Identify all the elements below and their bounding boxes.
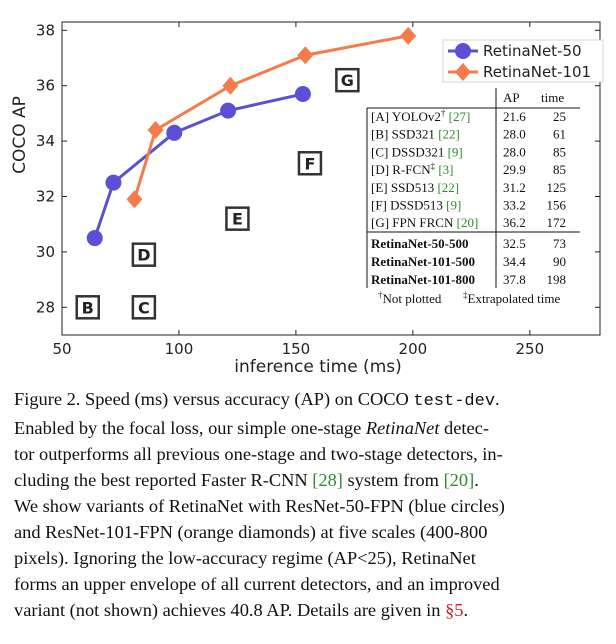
table-row-time: 125 — [547, 180, 567, 195]
table-background — [364, 88, 582, 310]
table-row-time: 61 — [553, 127, 566, 142]
table-row-method: [E] SSD513 [22] — [371, 180, 459, 195]
method-box-label-f: F — [304, 154, 315, 173]
y-tick-label: 28 — [36, 298, 55, 316]
method-box-label-e: E — [232, 210, 243, 229]
method-box-f — [297, 151, 323, 176]
data-point — [166, 124, 183, 141]
caption-line: Enabled by the focal loss, our simple on… — [14, 418, 489, 438]
method-box-g — [335, 67, 360, 93]
x-tick-label: 100 — [165, 340, 194, 358]
caption-line: We show variants of RetinaNet with ResNe… — [14, 496, 505, 516]
table-header-ap: AP — [503, 90, 520, 105]
data-point — [294, 86, 311, 103]
table-row-method: [C] DSSD321 [9] — [371, 144, 463, 159]
tick-labels: 50 100 150 200 250 28 30 32 34 36 38 — [36, 21, 600, 358]
y-tick-label: 32 — [36, 188, 55, 206]
data-point — [126, 190, 143, 209]
x-tick-label: 150 — [282, 340, 311, 358]
table-row-method: RetinaNet-101-500 — [371, 254, 475, 269]
citation-link[interactable]: [28] — [312, 470, 343, 490]
table-header-time: time — [541, 90, 564, 105]
y-tick-label: 34 — [36, 132, 55, 150]
table-footnotes: †Not plotted ‡Extrapolated time — [378, 290, 561, 306]
series-line-0 — [93, 92, 304, 239]
table-row-ap: 36.2 — [503, 215, 526, 230]
data-point — [105, 174, 122, 191]
method-box-label-g: G — [341, 71, 354, 90]
y-tick-label: 30 — [36, 243, 55, 261]
data-point — [86, 230, 103, 247]
figure-caption: Figure 2. Speed (ms) versus accuracy (AP… — [14, 386, 608, 623]
legend-marker-retinanet-50 — [455, 43, 471, 59]
x-axis-label: inference time (ms) — [234, 357, 402, 377]
method-boxes: B C D E F G — [75, 67, 360, 320]
caption-line: and ResNet-101-FPN (orange diamonds) at … — [14, 522, 488, 542]
results-table: AP time [A] YOLOv2† [27] 21.6 25 [B] SSD321… — [364, 88, 582, 310]
legend: RetinaNet-50 RetinaNet-101 — [442, 39, 604, 83]
table-row-ap: 37.8 — [503, 272, 526, 287]
caption-line: forms an upper envelope of all current d… — [14, 574, 500, 594]
table-row-time: 156 — [547, 198, 567, 213]
table-row-time: 172 — [547, 215, 567, 230]
legend-marker-retinanet-101 — [455, 63, 471, 81]
data-point — [220, 102, 237, 119]
table-row-time: 85 — [553, 144, 566, 159]
method-box-c — [131, 295, 157, 320]
table-row-method: [G] FPN FRCN [20] — [371, 215, 478, 230]
method-box-label-b: B — [82, 298, 94, 317]
table-row-ap: 34.4 — [503, 254, 526, 269]
table-row-time: 73 — [553, 236, 566, 251]
table-row-method: [A] YOLOv2† [27] — [371, 108, 470, 124]
caption-line: cluding the best reported Faster R-CNN [… — [14, 470, 479, 490]
method-box-e — [225, 206, 250, 231]
caption-line: pixels). Ignoring the low-accuracy regim… — [14, 548, 476, 568]
table-row-ap: 32.5 — [503, 236, 526, 251]
table-row-time: 25 — [553, 109, 566, 124]
y-tick-label: 36 — [36, 77, 55, 95]
footnote-not-plotted: †Not plotted — [378, 290, 442, 306]
data-point — [222, 76, 239, 95]
table-row-ap: 21.6 — [503, 109, 526, 124]
table-row-ap: 33.2 — [503, 198, 526, 213]
section-link[interactable]: §5 — [445, 600, 464, 620]
caption-line: tor outperforms all previous one-stage a… — [14, 444, 503, 464]
table-row-method: [B] SSD321 [22] — [371, 127, 460, 142]
caption-line: Figure 2. Speed (ms) versus accuracy (AP… — [14, 389, 500, 411]
method-box-label-d: D — [137, 246, 150, 265]
caption-line: variant (not shown) achieves 40.8 AP. De… — [14, 600, 469, 620]
chart-axes — [61, 21, 601, 336]
method-box-b — [75, 295, 100, 320]
table-row-time: 198 — [547, 272, 567, 287]
method-box-d — [131, 242, 157, 267]
data-point — [147, 121, 164, 140]
data-point — [400, 26, 417, 45]
table-row-ap: 31.2 — [503, 180, 526, 195]
data-point — [297, 46, 314, 65]
table-row-time: 90 — [553, 254, 566, 269]
citation-link[interactable]: [20] — [443, 470, 475, 490]
table-row-ap: 28.0 — [503, 127, 526, 142]
speed-accuracy-chart: 50 100 150 200 250 28 30 32 34 36 38 B C D E F G infere… — [10, 21, 604, 377]
y-axis-label: COCO AP — [10, 96, 30, 174]
table-row-ap: 28.0 — [503, 144, 526, 159]
method-box-label-c: C — [138, 298, 150, 317]
footnote-extrapolated: ‡Extrapolated time — [463, 290, 561, 306]
plot-frame — [61, 21, 601, 336]
table-row-time: 85 — [553, 162, 566, 177]
table-row-method: RetinaNet-101-800 — [371, 272, 475, 287]
table-row-method: RetinaNet-50-500 — [371, 236, 468, 251]
table-row-method: [D] R-FCN‡ [3] — [371, 161, 454, 177]
x-tick-label: 50 — [52, 340, 71, 358]
x-tick-label: 200 — [399, 340, 428, 358]
table-row-method: [F] DSSD513 [9] — [371, 198, 461, 213]
legend-label-retinanet-50: RetinaNet-50 — [483, 42, 582, 60]
series-lines — [86, 26, 417, 247]
legend-label-retinanet-101: RetinaNet-101 — [483, 63, 591, 81]
y-tick-label: 38 — [36, 21, 55, 39]
table-row-ap: 29.9 — [503, 162, 526, 177]
x-tick-label: 250 — [516, 340, 545, 358]
